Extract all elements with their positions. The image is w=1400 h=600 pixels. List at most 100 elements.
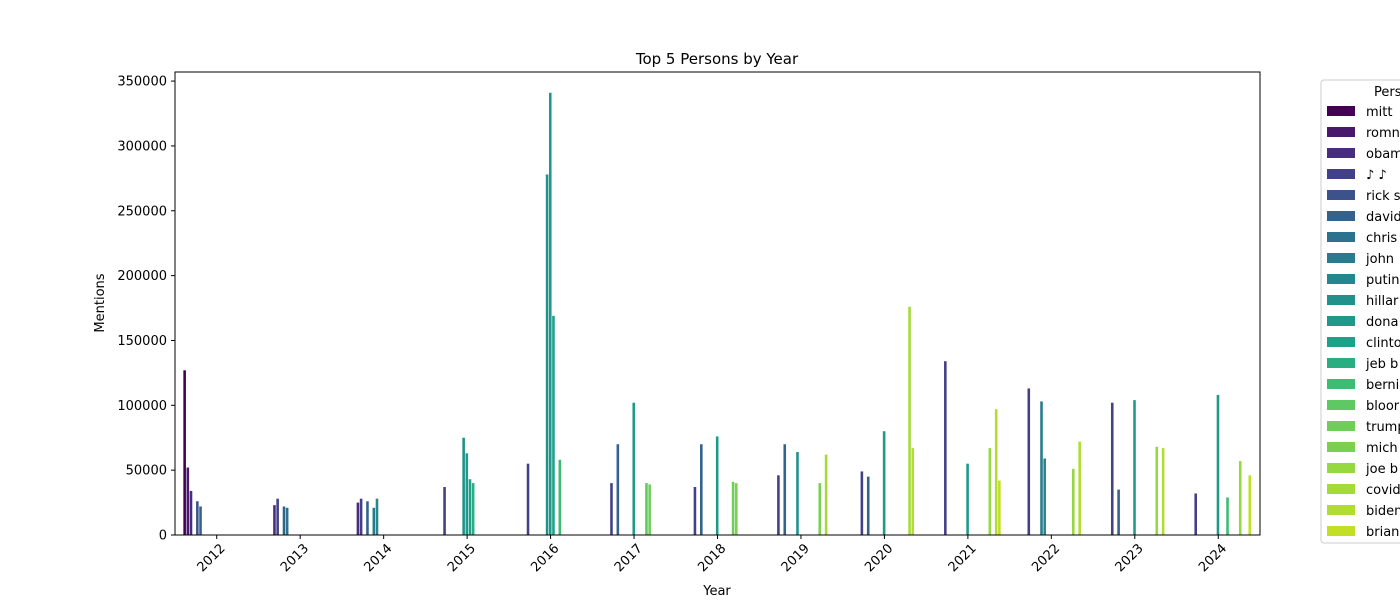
legend-label: bloor: [1366, 399, 1400, 414]
bar: [1238, 461, 1242, 535]
legend-swatch: [1327, 106, 1355, 116]
y-tick-label: 200000: [117, 269, 167, 284]
bar: [1040, 401, 1043, 535]
legend-swatch: [1327, 316, 1355, 326]
bar: [1027, 388, 1031, 535]
bar: [462, 437, 465, 535]
legend-label: mitt: [1366, 105, 1392, 120]
legend-label: brian: [1366, 525, 1399, 540]
bar: [526, 463, 530, 535]
legend-swatch: [1327, 211, 1355, 221]
x-axis-title: Year: [702, 584, 731, 599]
x-tick-label: 2012: [195, 541, 229, 575]
bar: [471, 483, 475, 535]
legend-label: jeb b: [1365, 357, 1398, 372]
legend-swatch: [1327, 337, 1355, 347]
bar: [882, 431, 886, 535]
legend-label: obam: [1366, 147, 1400, 162]
bar: [1117, 489, 1120, 535]
bar: [558, 459, 562, 535]
x-tick-label: 2019: [779, 541, 813, 575]
x-tick-label: 2023: [1113, 541, 1147, 575]
bar: [610, 483, 613, 535]
bar: [375, 498, 379, 535]
legend-label: putin: [1366, 273, 1399, 288]
bar: [545, 174, 549, 535]
legend-swatch: [1327, 148, 1355, 158]
bar: [994, 409, 998, 535]
legend-swatch: [1327, 190, 1355, 200]
legend-label: romn: [1366, 126, 1400, 141]
x-tick-label: 2021: [946, 541, 980, 575]
bar: [552, 315, 555, 535]
legend-swatch: [1327, 379, 1355, 389]
bar: [616, 444, 620, 535]
bar: [998, 480, 1001, 535]
legend-swatch: [1327, 421, 1355, 431]
bar: [1155, 446, 1159, 535]
legend-label: biden: [1366, 504, 1400, 519]
y-tick-label: 100000: [117, 399, 167, 414]
x-tick-label: 2016: [528, 541, 562, 575]
legend-label: covid: [1366, 483, 1400, 498]
legend-label: ♪ ♪: [1366, 168, 1387, 183]
legend-swatch: [1327, 358, 1355, 368]
bar: [648, 484, 651, 535]
bar: [1078, 441, 1081, 535]
bar: [731, 481, 735, 535]
bar: [285, 507, 289, 535]
bar: [715, 436, 719, 535]
legend-label: mich: [1366, 441, 1398, 456]
x-tick-label: 2022: [1029, 541, 1063, 575]
legend-label: rick s: [1366, 189, 1400, 204]
legend-swatch: [1327, 295, 1355, 305]
y-tick-label: 0: [159, 529, 167, 544]
bar: [632, 402, 636, 535]
legend-swatch: [1327, 463, 1355, 473]
bar: [966, 463, 969, 535]
bar: [183, 370, 186, 535]
bar: [796, 452, 799, 535]
bars: [183, 92, 1252, 535]
bar: [356, 502, 360, 535]
bar: [1072, 468, 1075, 535]
legend-swatch: [1327, 127, 1355, 137]
legend-label: trump: [1366, 420, 1400, 435]
legend-label: berni: [1366, 378, 1399, 393]
bar: [366, 501, 369, 535]
bar: [645, 483, 648, 535]
x-tick-label: 2020: [862, 541, 896, 575]
bar: [276, 498, 279, 535]
x-tick-label: 2017: [612, 541, 646, 575]
bar: [700, 444, 703, 535]
chart-title: Top 5 Persons by Year: [635, 50, 799, 68]
bar: [911, 448, 915, 535]
legend-label: hillar: [1366, 294, 1399, 309]
legend-swatch: [1327, 526, 1355, 536]
legend-swatch: [1327, 505, 1355, 515]
legend-swatch: [1327, 442, 1355, 452]
bar: [818, 483, 822, 535]
x-tick-label: 2024: [1196, 541, 1230, 575]
bar: [1161, 448, 1165, 535]
legend: Pers mitt romn obam ♪ ♪ rick s david chris john…: [1320, 79, 1400, 544]
bar: [1216, 394, 1220, 535]
legend-swatch: [1327, 253, 1355, 263]
bar: [944, 361, 947, 535]
bar: [693, 487, 697, 535]
bar: [734, 483, 738, 535]
bar: [465, 453, 469, 535]
legend-label: john: [1365, 252, 1394, 267]
bar: [1248, 475, 1252, 535]
legend-label: joe b: [1365, 462, 1398, 477]
bar: [189, 490, 193, 535]
legend-title: Pers: [1374, 85, 1400, 100]
bar: [273, 505, 276, 535]
bar: [777, 475, 780, 535]
legend-swatch: [1327, 400, 1355, 410]
bar: [908, 306, 911, 535]
bar: [1226, 497, 1229, 535]
bar: [866, 476, 870, 535]
y-axis: 0 50000 100000 150000 200000 250000 300000 3500…: [117, 75, 175, 544]
